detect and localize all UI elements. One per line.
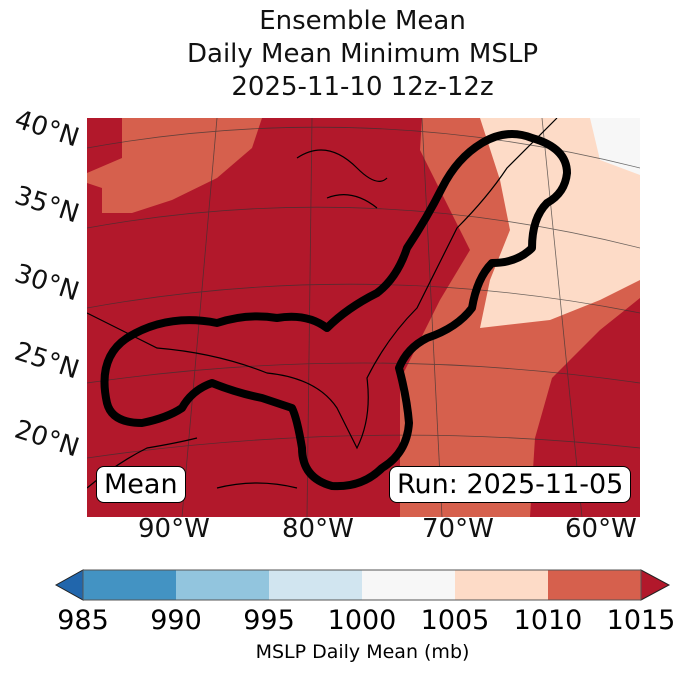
cb-tick-1015: 1015 [606,605,676,636]
cb-tick-1010: 1010 [513,605,583,636]
contour-1015 [100,130,571,491]
title-line-1: Ensemble Mean [259,6,466,36]
cb-tick-995: 995 [243,605,295,636]
map [87,118,640,517]
lon-label-60: 60°W [565,514,637,544]
lat-label-40: 40°N [10,104,83,154]
colorbar-segment-1010-1015 [548,570,641,600]
run-label-box: Run: 2025-11-05 [389,466,632,503]
lon-label-90: 90°W [138,514,210,544]
colorbar-segment-995-1000 [269,570,362,600]
colorbar-segment-985-990 [83,570,176,600]
colorbar-segment-990-995 [176,570,269,600]
colorbar-segment-1005-1010 [455,570,548,600]
title-line-2: Daily Mean Minimum MSLP [186,39,538,69]
region-1000 [590,118,640,175]
cb-tick-990: 990 [150,605,202,636]
lat-label-30: 30°N [10,258,83,308]
colorbar-extend-high [640,569,671,601]
title-line-3: 2025-11-10 12z-12z [231,72,494,102]
lat-label-20: 20°N [10,414,83,464]
lat-label-35: 35°N [10,180,83,230]
colorbar-segment-1000-1005 [362,570,455,600]
lon-label-80: 80°W [282,514,354,544]
cb-tick-1000: 1000 [327,605,397,636]
region-1005 [480,118,640,328]
colorbar-extend-low [54,569,84,601]
colorbar-label: MSLP Daily Mean (mb) [255,641,470,663]
graticule [87,118,640,517]
lat-label-25: 25°N [10,336,83,386]
lon-label-70: 70°W [422,514,494,544]
cb-tick-985: 985 [57,605,109,636]
colorbar [54,569,671,601]
mean-label-box: Mean [96,466,186,503]
region-1010-west [87,118,262,213]
cb-tick-1005: 1005 [420,605,490,636]
